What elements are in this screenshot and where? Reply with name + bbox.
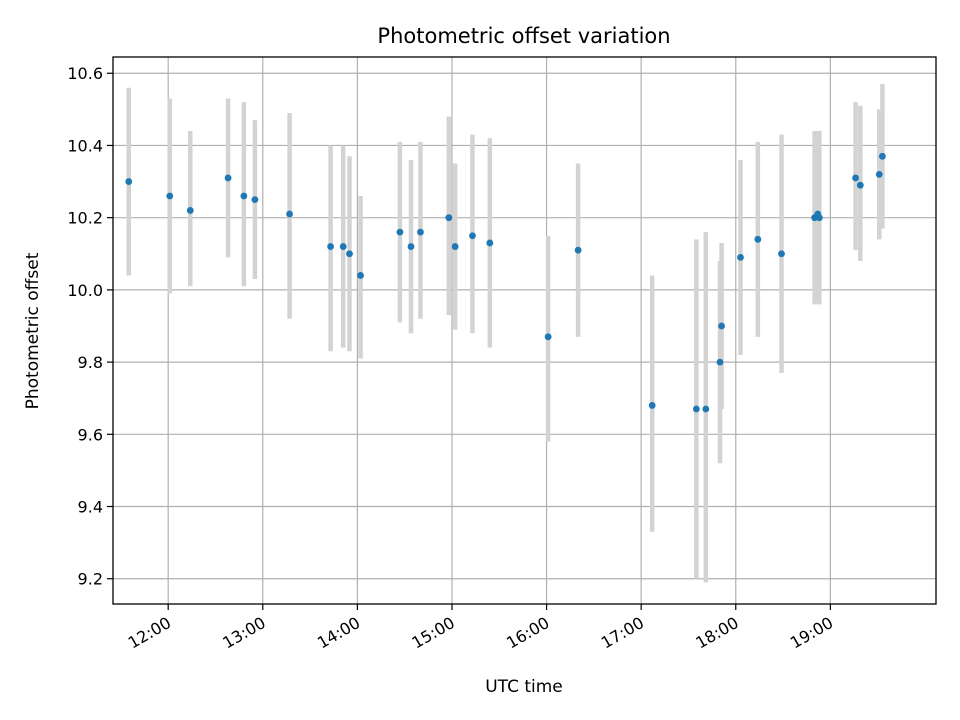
x-tick-label: 19:00: [787, 613, 836, 653]
y-tick-label: 9.2: [78, 570, 103, 589]
data-point: [852, 174, 859, 182]
data-point: [357, 272, 364, 279]
data-point: [692, 405, 700, 413]
data-point: [445, 214, 453, 222]
data-point: [417, 228, 424, 236]
data-point: [778, 250, 785, 258]
data-point: [166, 192, 174, 200]
data-point: [125, 178, 133, 185]
data-point: [648, 402, 656, 409]
data-point: [186, 207, 194, 214]
x-tick-label: 16:00: [503, 613, 552, 653]
data-point: [286, 210, 293, 218]
x-tick-label: 17:00: [598, 613, 647, 653]
data-point: [544, 333, 552, 341]
data-point: [875, 170, 883, 178]
y-tick-label: 10.0: [67, 281, 103, 300]
data-point: [702, 405, 710, 413]
y-tick-label: 9.4: [78, 498, 103, 517]
data-point: [737, 253, 744, 261]
x-tick-label: 13:00: [219, 613, 268, 653]
x-axis-label: UTC time: [485, 677, 563, 697]
data-point: [224, 174, 232, 182]
x-tick-label: 14:00: [314, 613, 363, 653]
data-point: [718, 322, 725, 330]
data-point: [486, 239, 494, 247]
data-point: [856, 181, 864, 189]
data-point: [240, 192, 248, 200]
x-axis: 12:00 13:00 14:00 15:00 16:00 17:00 18:00 19:00: [125, 604, 836, 653]
y-tick-label: 10.6: [67, 64, 103, 83]
data-point: [754, 235, 762, 243]
data-point: [469, 232, 476, 240]
x-tick-label: 18:00: [692, 613, 741, 653]
data-points: [125, 152, 886, 413]
y-tick-label: 9.6: [78, 425, 103, 444]
data-point: [878, 152, 886, 160]
data-point: [716, 358, 724, 366]
y-tick-label: 9.8: [78, 353, 103, 372]
data-point: [815, 214, 823, 222]
data-point: [407, 243, 415, 250]
y-tick-label: 10.4: [67, 136, 103, 155]
data-point: [451, 243, 459, 250]
data-point: [327, 243, 334, 250]
plot-frame: [112, 56, 937, 605]
y-axis: 9.2 9.4 9.6 9.8 10.0 10.2 10.4 10.6: [67, 64, 113, 589]
x-tick-label: 12:00: [125, 613, 174, 653]
chart-title: Photometric offset variation: [377, 24, 670, 48]
data-point: [396, 228, 404, 236]
data-point: [251, 196, 259, 204]
data-point: [339, 243, 347, 250]
x-tick-label: 15:00: [409, 613, 458, 653]
data-point: [346, 250, 353, 258]
data-point: [574, 246, 582, 254]
error-bars: [126, 84, 885, 583]
y-tick-label: 10.2: [67, 209, 103, 228]
y-axis-label: Photometric offset: [23, 252, 43, 409]
